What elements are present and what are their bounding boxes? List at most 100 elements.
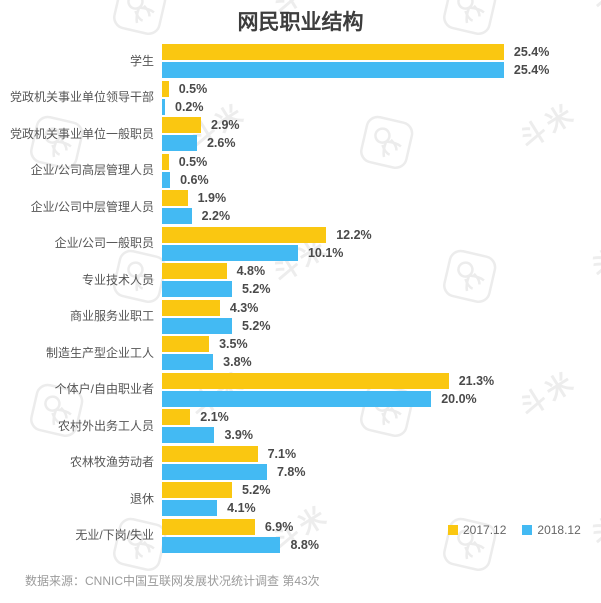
bar-line: 4.8% [162, 263, 601, 279]
bar-group: 12.2% 10.1% [162, 226, 601, 261]
value-label: 0.6% [180, 172, 209, 187]
bar-line: 2.1% [162, 409, 601, 425]
category-label: 专业技术人员 [81, 272, 154, 287]
bar-group: 5.2% 4.1% [162, 482, 601, 516]
bar-line: 0.6% [162, 171, 601, 188]
category-label: 学生 [129, 53, 154, 68]
bar-line: 8.8% [162, 536, 601, 553]
category-label: 个体户/自由职业者 [54, 382, 154, 397]
value-label: 0.5% [178, 154, 208, 169]
bar-group: 1.9% 2.2% [162, 190, 601, 224]
bar-line: 0.2% [162, 98, 601, 115]
value-label: 20.0% [441, 391, 477, 406]
bar-2018.12 [162, 354, 214, 370]
category-label: 党政机关事业单位一般职员 [9, 126, 154, 141]
value-label: 7.8% [276, 464, 306, 479]
value-label: 3.9% [224, 428, 253, 442]
value-label: 10.1% [307, 245, 344, 260]
category-label: 农林牧渔劳动者 [69, 455, 154, 470]
category-label: 企业/公司一般职员 [54, 236, 154, 251]
category-label: 无业/下岗/失业 [75, 528, 154, 543]
category-label: 商业服务业职工 [69, 309, 154, 324]
value-label: 4.3% [229, 300, 259, 315]
chart-row: 党政机关事业单位一般职员 2.9% 2.6% [0, 117, 601, 151]
bar-line: 4.1% [162, 500, 601, 516]
bar-line: 0.5% [162, 153, 601, 170]
value-label: 2.2% [201, 209, 231, 223]
bar-group: 3.5% 3.8% [162, 336, 601, 370]
bar-line: 5.2% [162, 482, 601, 498]
bar-2018.12 [162, 244, 298, 261]
bar-line: 7.8% [162, 463, 601, 480]
category-label: 企业/公司高层管理人员 [30, 163, 154, 178]
bar-2017.12 [162, 263, 227, 279]
bar-line: 21.3% [162, 372, 601, 389]
value-label: 4.8% [236, 264, 266, 278]
chart-row: 农林牧渔劳动者 7.1% 7.8% [0, 445, 601, 480]
bar-line: 25.4% [162, 44, 601, 60]
bar-line: 1.9% [162, 190, 601, 206]
bar-2017.12 [162, 117, 202, 133]
bar-2017.12 [162, 80, 169, 97]
bar-2018.12 [162, 463, 267, 480]
value-label: 1.9% [197, 191, 227, 205]
bar-line: 3.9% [162, 427, 601, 443]
value-label: 6.9% [264, 519, 294, 534]
value-label: 2.6% [206, 136, 236, 150]
category-label: 企业/公司中层管理人员 [30, 199, 154, 214]
bar-2018.12 [162, 500, 218, 516]
category-label: 退休 [129, 491, 154, 506]
value-label: 0.5% [178, 81, 208, 96]
chart-row: 个体户/自由职业者 21.3% 20.0% [0, 372, 601, 407]
bar-group: 4.8% 5.2% [162, 263, 601, 297]
bar-2018.12 [162, 317, 232, 334]
bar-2017.12 [162, 482, 232, 498]
chart-title: 网民职业结构 [237, 11, 364, 34]
value-label: 5.2% [241, 483, 271, 497]
bar-2017.12 [162, 518, 255, 535]
bar-line: 20.0% [162, 390, 601, 407]
bar-group: 0.5% 0.6% [162, 153, 601, 188]
bar-line: 4.3% [162, 299, 601, 316]
category-label: 党政机关事业单位领导干部 [9, 90, 154, 105]
value-label: 5.2% [241, 318, 271, 333]
chart-row: 学生 25.4% 25.4% [0, 44, 601, 78]
bar-chart: 学生 25.4% 25.4% 党政机关事业单位领导干部 0.5% 0.2% 党政机关事业单位… [0, 44, 601, 555]
category-label: 制造生产型企业工人 [45, 345, 154, 360]
bar-group: 2.9% 2.6% [162, 117, 601, 151]
value-label: 3.5% [219, 337, 248, 351]
legend-series-label: 2018.12 [537, 523, 581, 537]
chart-row: 专业技术人员 4.8% 5.2% [0, 263, 601, 297]
bar-2018.12 [162, 135, 197, 151]
value-label: 5.2% [241, 282, 271, 296]
value-label: 21.3% [458, 373, 495, 388]
legend-swatch [522, 525, 533, 535]
chart-row: 党政机关事业单位领导干部 0.5% 0.2% [0, 80, 601, 115]
bar-2018.12 [162, 390, 432, 407]
bar-2018.12 [162, 536, 281, 553]
bar-2018.12 [162, 427, 215, 443]
value-label: 2.9% [211, 118, 240, 132]
source-note: 数据来源：CNNIC中国互联网发展状况统计调查 第43次 [25, 574, 320, 588]
bar-2017.12 [162, 372, 449, 389]
bar-2017.12 [162, 44, 504, 60]
chart-legend: 2017.12 2018.12 [448, 523, 581, 537]
bar-line: 3.5% [162, 336, 601, 352]
bar-group: 7.1% 7.8% [162, 445, 601, 480]
bar-2018.12 [162, 98, 165, 115]
bar-2017.12 [162, 190, 188, 206]
bar-line: 2.6% [162, 135, 601, 151]
chart-row: 农村外出务工人员 2.1% 3.9% [0, 409, 601, 443]
bar-2017.12 [162, 226, 327, 243]
bar-line: 6.9% [162, 518, 601, 535]
bar-2017.12 [162, 299, 220, 316]
bar-group: 2.1% 3.9% [162, 409, 601, 443]
chart-row: 企业/公司一般职员 12.2% 10.1% [0, 226, 601, 261]
bar-2017.12 [162, 409, 191, 425]
bar-2017.12 [162, 153, 169, 170]
bar-line: 5.2% [162, 281, 601, 297]
bar-2018.12 [162, 208, 192, 224]
bar-2018.12 [162, 281, 232, 297]
